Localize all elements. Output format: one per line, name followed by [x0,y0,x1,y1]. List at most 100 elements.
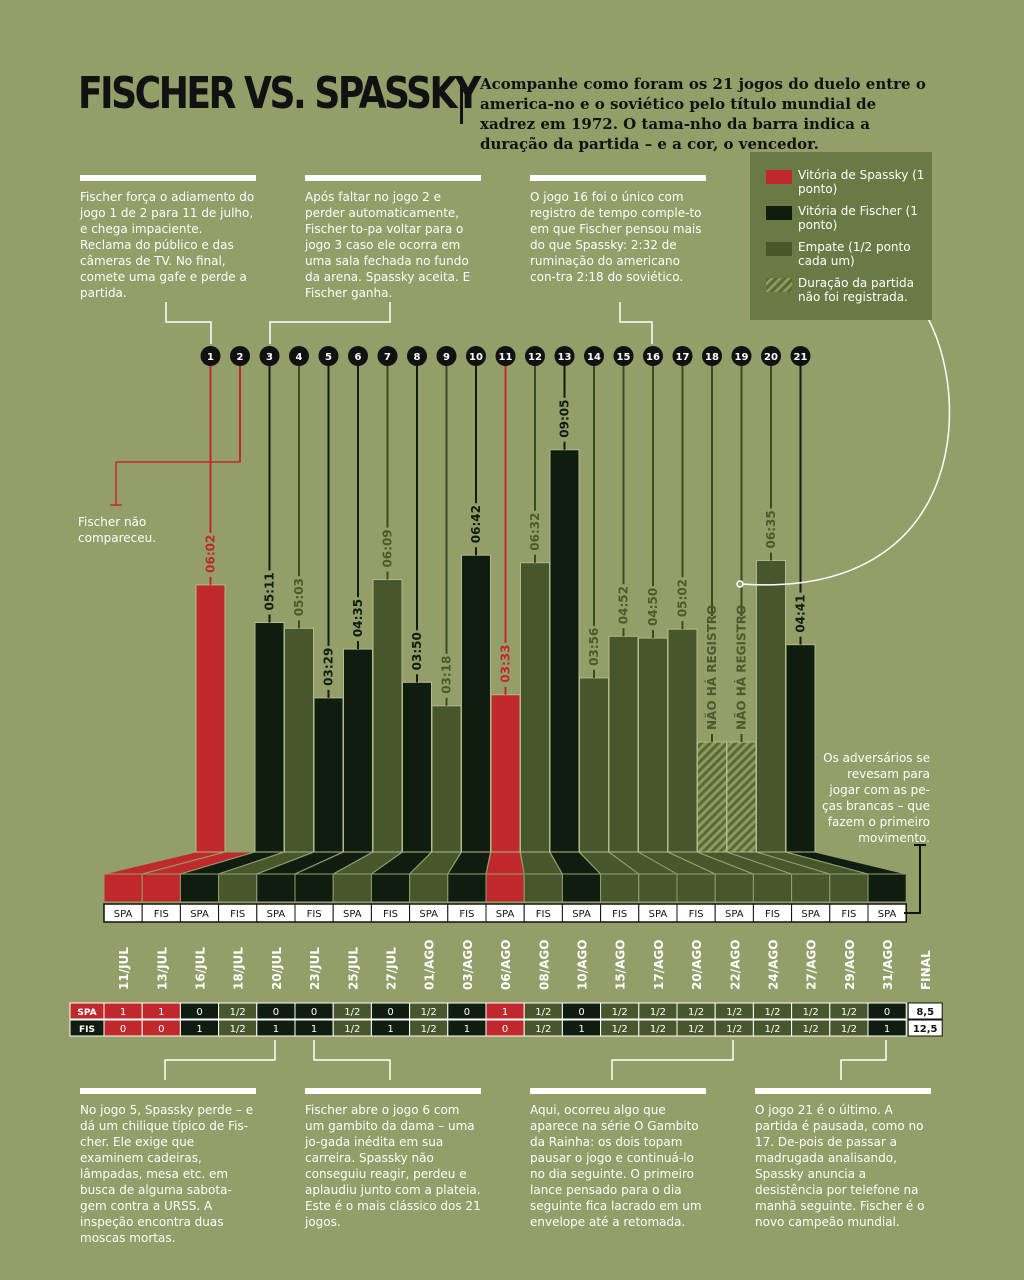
duration-label: NÃO HÁ REGISTRO [704,605,719,730]
bar [490,694,521,853]
row-label-spa: SPA [77,1008,96,1018]
note-text: O jogo 16 foi o único com registro de te… [530,190,702,284]
tile [752,873,793,903]
legend-label: Vitória de Spassky (1 ponto) [798,168,925,196]
legend-swatch-hatched [766,278,792,292]
label-bg [379,527,396,572]
game-number: 16 [646,352,660,363]
white-pieces-label: SPA [801,909,820,920]
legend-label: Empate (1/2 ponto cada um) [798,240,911,268]
tile [791,873,831,903]
date-label: 24/AGO [767,940,781,990]
label-bg [674,577,691,622]
date-label: 20/AGO [690,940,704,990]
note-game-17: Aqui, ocorreu algo que aparece na série … [530,1088,706,1230]
score-spa: 1/2 [764,1007,780,1018]
score-spa: 0 [578,1007,584,1018]
game-number: 10 [469,352,483,363]
score-spa: 1/2 [535,1007,551,1018]
score-spa: 0 [464,1007,470,1018]
score-fis: 1/2 [803,1024,819,1035]
final-spa: 8,5 [916,1007,934,1018]
connector-note-5 [164,1040,276,1080]
title-separator [460,78,463,124]
game-number-circle [731,346,752,366]
label-bg [704,616,720,734]
game-number-circle [702,346,722,366]
game-number: 3 [266,352,273,363]
score-spa: 1/2 [230,1007,246,1018]
date-label: 20/JUL [270,947,284,990]
tile [332,873,372,903]
bar [343,648,373,853]
tile [485,873,525,903]
label-bg [733,616,750,734]
bar [756,560,786,853]
game-number: 11 [499,352,513,363]
duration-label: 06:42 [469,505,483,543]
score-fis: 1 [311,1024,317,1035]
game-number: 17 [676,352,690,363]
date-label: 06/AGO [499,940,513,990]
duration-label: 05:11 [263,572,277,610]
score-fis: 1/2 [612,1024,628,1035]
note-bar [80,175,256,181]
score-spa: 0 [196,1007,202,1018]
game-number-circle [790,346,811,366]
label-bg [438,653,455,698]
game-number-circle [672,346,693,366]
legend-label: Duração da partida não foi registrada. [798,276,914,304]
white-pieces-label: FIS [230,909,245,920]
duration-label: 09:05 [558,400,572,438]
label-bg [586,625,602,670]
label-bg [320,645,337,690]
tile [676,873,716,903]
game-number: 8 [414,352,421,363]
note-bar [530,1088,706,1094]
bar [638,637,668,853]
white-pieces-label: FIS [154,909,169,920]
score-fis: 1 [464,1024,470,1035]
white-pieces-label: FIS [612,909,627,920]
connector-note-1 [165,302,212,344]
bar [608,635,639,853]
date-label: 10/AGO [576,940,590,990]
bar [372,579,403,853]
white-pieces-label: FIS [459,909,474,920]
white-pieces-label: SPA [114,909,133,920]
bar [549,449,580,853]
game-number-circle [525,346,545,366]
score-fis: 1/2 [344,1024,360,1035]
duration-label: 05:03 [292,578,306,616]
note-white-pieces: Os adversários se revesam para jogar com… [822,751,930,845]
white-pieces-label: FIS [765,909,780,920]
label-bg [527,510,543,555]
white-pieces-label: FIS [383,909,398,920]
game-number: 7 [384,352,391,363]
duration-label: 06:02 [204,535,218,573]
score-fis: 1/2 [421,1024,437,1035]
game-number-circle [466,346,486,366]
bar [402,681,432,853]
score-spa: 1/2 [688,1007,704,1018]
connector-note-21 [840,1040,887,1080]
duration-label: 05:02 [676,579,690,617]
label-bg [792,592,809,637]
bar [195,584,226,853]
tile [447,873,487,903]
bar [313,697,344,853]
game-number-circle [259,346,280,366]
tile [409,873,449,903]
game-number-circle [407,346,427,366]
bar [785,644,816,853]
row-label-spa-bg [69,1002,105,1020]
game-number-circle [613,346,634,366]
tile [600,873,640,903]
label-bg [409,630,425,675]
duration-label: 06:32 [528,513,542,551]
final-spa-bg [907,1002,943,1020]
duration-label: 03:29 [322,648,336,686]
note-bar [755,1088,931,1094]
